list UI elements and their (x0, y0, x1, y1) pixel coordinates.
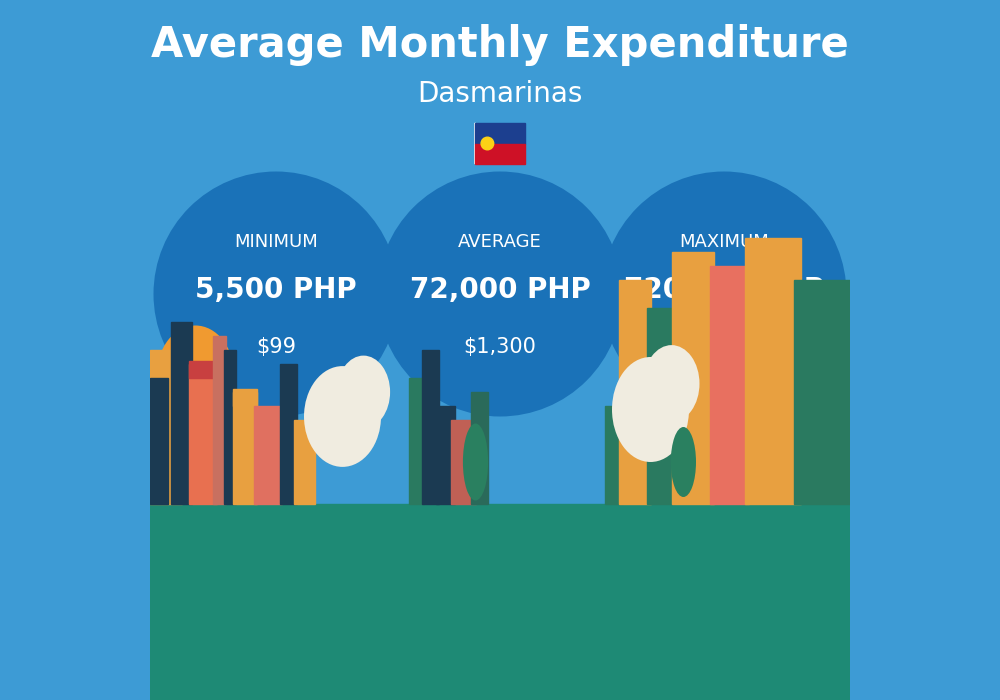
Circle shape (481, 137, 494, 150)
Bar (471, 392, 488, 504)
Bar (710, 266, 748, 504)
Bar (150, 504, 850, 700)
Bar (794, 280, 850, 504)
Text: MAXIMUM: MAXIMUM (679, 232, 769, 251)
Polygon shape (475, 123, 525, 144)
Bar (672, 252, 714, 504)
Bar (189, 364, 217, 504)
Bar (409, 378, 424, 504)
Bar (171, 322, 192, 504)
Ellipse shape (337, 356, 390, 428)
Bar (280, 364, 297, 504)
Text: 5,500 PHP: 5,500 PHP (195, 276, 357, 304)
Bar (189, 360, 217, 378)
Text: 72,000 PHP: 72,000 PHP (410, 276, 590, 304)
Ellipse shape (644, 336, 714, 427)
Bar (213, 336, 226, 504)
Bar (436, 406, 455, 504)
Text: Average Monthly Expenditure: Average Monthly Expenditure (151, 25, 849, 66)
Polygon shape (475, 123, 525, 164)
Bar (224, 350, 236, 504)
Circle shape (154, 172, 398, 416)
Bar (451, 420, 476, 504)
Polygon shape (475, 144, 525, 164)
Text: AVERAGE: AVERAGE (458, 232, 542, 251)
Bar (422, 350, 439, 504)
Bar (233, 392, 257, 504)
Ellipse shape (463, 424, 488, 500)
Text: $13,000: $13,000 (681, 337, 767, 356)
Circle shape (602, 172, 846, 416)
Bar (150, 350, 182, 504)
Ellipse shape (644, 345, 700, 422)
Circle shape (378, 172, 622, 416)
Bar (233, 389, 257, 406)
Bar (647, 308, 675, 504)
Ellipse shape (157, 326, 234, 424)
Ellipse shape (304, 366, 381, 467)
Bar (619, 280, 650, 504)
Text: 720,000 PHP: 720,000 PHP (624, 276, 824, 304)
Text: Dasmarinas: Dasmarinas (417, 80, 583, 108)
Ellipse shape (612, 357, 689, 462)
Bar (605, 406, 622, 504)
Ellipse shape (671, 427, 696, 497)
Bar (254, 406, 282, 504)
Bar (294, 420, 314, 504)
Bar (150, 378, 168, 504)
Bar (745, 238, 801, 504)
Text: $1,300: $1,300 (464, 337, 536, 356)
Text: $99: $99 (256, 337, 296, 356)
Text: MINIMUM: MINIMUM (234, 232, 318, 251)
